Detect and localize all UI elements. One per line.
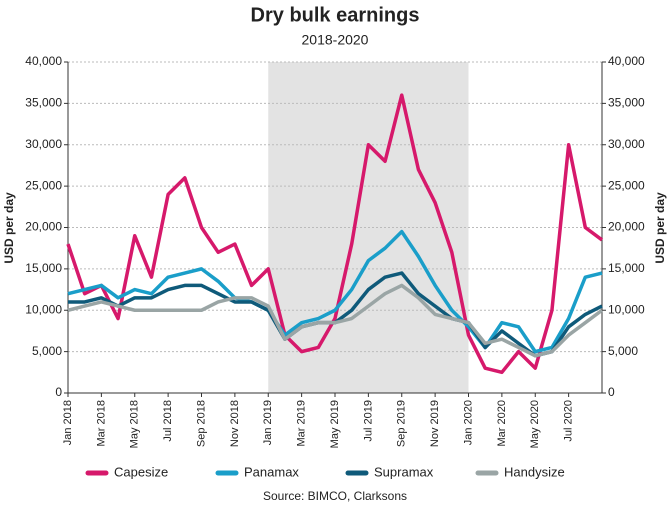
y-tick-label: 10,000 [25,302,62,316]
x-tick-label: Sep 2019 [396,400,408,447]
x-tick-label: May 2019 [329,400,341,448]
legend-label: Handysize [504,464,565,479]
y2-tick-label: 0 [608,385,615,399]
x-tick-label: May 2018 [129,400,141,448]
y-tick-label: 0 [55,385,62,399]
y2-tick-label: 5,000 [608,344,638,358]
x-tick-label: Jul 2020 [563,400,575,442]
x-tick-label: Jul 2018 [162,400,174,442]
x-tick-label: Mar 2019 [296,400,308,446]
source-note: Source: BIMCO, Clarksons [263,489,407,503]
y-tick-label: 40,000 [25,54,62,68]
legend-label: Panamax [244,464,299,479]
x-tick-label: Jan 2018 [62,400,74,445]
x-tick-label: Jan 2020 [462,400,474,445]
series-line [67,229,603,354]
y2-axis-title: USD per day [653,192,667,264]
y-tick-label: 35,000 [25,96,62,110]
y2-tick-label: 30,000 [608,137,645,151]
x-tick-label: Nov 2018 [229,400,241,447]
x-tick-label: Sep 2018 [195,400,207,447]
x-tick-label: Jul 2019 [362,400,374,442]
y2-tick-label: 10,000 [608,302,645,316]
y-tick-label: 15,000 [25,261,62,275]
y2-tick-label: 15,000 [608,261,645,275]
series-line [67,283,604,358]
y-tick-label: 25,000 [25,178,62,192]
y-tick-label: 20,000 [25,220,62,234]
x-tick-label: Mar 2018 [95,400,107,446]
x-tick-label: Nov 2019 [429,400,441,447]
y2-tick-label: 35,000 [608,96,645,110]
y2-tick-label: 40,000 [608,54,645,68]
legend-label: Supramax [374,464,434,479]
y-tick-label: 30,000 [25,137,62,151]
x-tick-label: Mar 2020 [496,400,508,446]
y-axis-title: USD per day [2,192,16,264]
chart-title: Dry bulk earnings [251,4,420,26]
x-tick-label: May 2020 [529,400,541,448]
y2-tick-label: 25,000 [608,178,645,192]
x-tick-label: Jan 2019 [262,400,274,445]
y-tick-label: 5,000 [32,344,62,358]
series-line [66,93,604,375]
y2-tick-label: 20,000 [608,220,645,234]
legend-label: Capesize [114,464,168,479]
chart-subtitle: 2018-2020 [302,32,369,48]
